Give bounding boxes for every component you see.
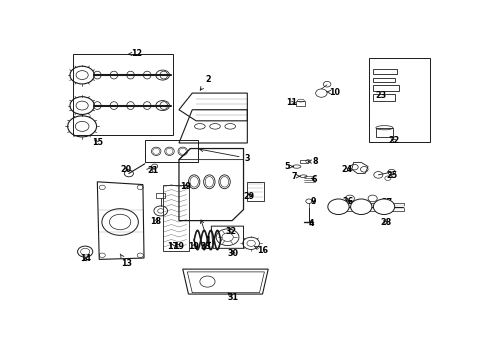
Text: 2: 2 xyxy=(200,75,211,90)
Text: 6: 6 xyxy=(312,175,318,184)
Text: 3: 3 xyxy=(200,148,250,163)
Text: 15: 15 xyxy=(92,139,103,148)
Bar xyxy=(156,193,165,198)
Bar xyxy=(372,69,397,74)
Text: 16: 16 xyxy=(254,246,268,255)
Text: 29: 29 xyxy=(243,192,254,201)
Text: 14: 14 xyxy=(80,255,91,264)
Text: 33: 33 xyxy=(200,242,211,251)
Text: 18: 18 xyxy=(150,217,162,226)
Text: 8: 8 xyxy=(308,157,318,166)
Bar xyxy=(372,85,399,91)
Text: 11: 11 xyxy=(286,98,297,107)
Text: 1: 1 xyxy=(200,220,210,244)
Text: 32: 32 xyxy=(225,227,237,236)
Bar xyxy=(296,100,305,105)
Text: 13: 13 xyxy=(120,254,132,268)
Text: 24: 24 xyxy=(341,165,352,174)
Text: 26: 26 xyxy=(343,197,354,206)
Text: 12: 12 xyxy=(128,49,143,58)
Text: 19: 19 xyxy=(180,182,191,191)
Text: 20: 20 xyxy=(120,165,131,174)
Bar xyxy=(372,77,395,82)
Text: 30: 30 xyxy=(228,249,239,258)
Bar xyxy=(163,185,189,251)
Text: 22: 22 xyxy=(388,136,399,145)
Circle shape xyxy=(328,199,349,215)
Text: 19: 19 xyxy=(172,242,184,251)
Text: 27: 27 xyxy=(382,198,392,207)
Circle shape xyxy=(373,199,394,215)
Text: 10: 10 xyxy=(326,88,340,97)
Text: 28: 28 xyxy=(381,218,392,227)
Bar xyxy=(73,54,173,135)
Text: 21: 21 xyxy=(147,166,159,175)
Text: 4: 4 xyxy=(309,220,315,229)
Bar xyxy=(369,58,430,141)
Text: 9: 9 xyxy=(311,197,317,206)
Text: 25: 25 xyxy=(387,171,398,180)
Bar xyxy=(372,94,394,100)
Text: 23: 23 xyxy=(376,90,387,99)
Text: 19: 19 xyxy=(188,242,199,251)
Text: 31: 31 xyxy=(228,293,239,302)
Text: 7: 7 xyxy=(291,172,300,181)
Text: 17: 17 xyxy=(167,242,178,251)
Circle shape xyxy=(351,199,372,215)
Text: 5: 5 xyxy=(285,162,293,171)
Bar xyxy=(300,159,308,163)
Bar xyxy=(376,128,393,138)
